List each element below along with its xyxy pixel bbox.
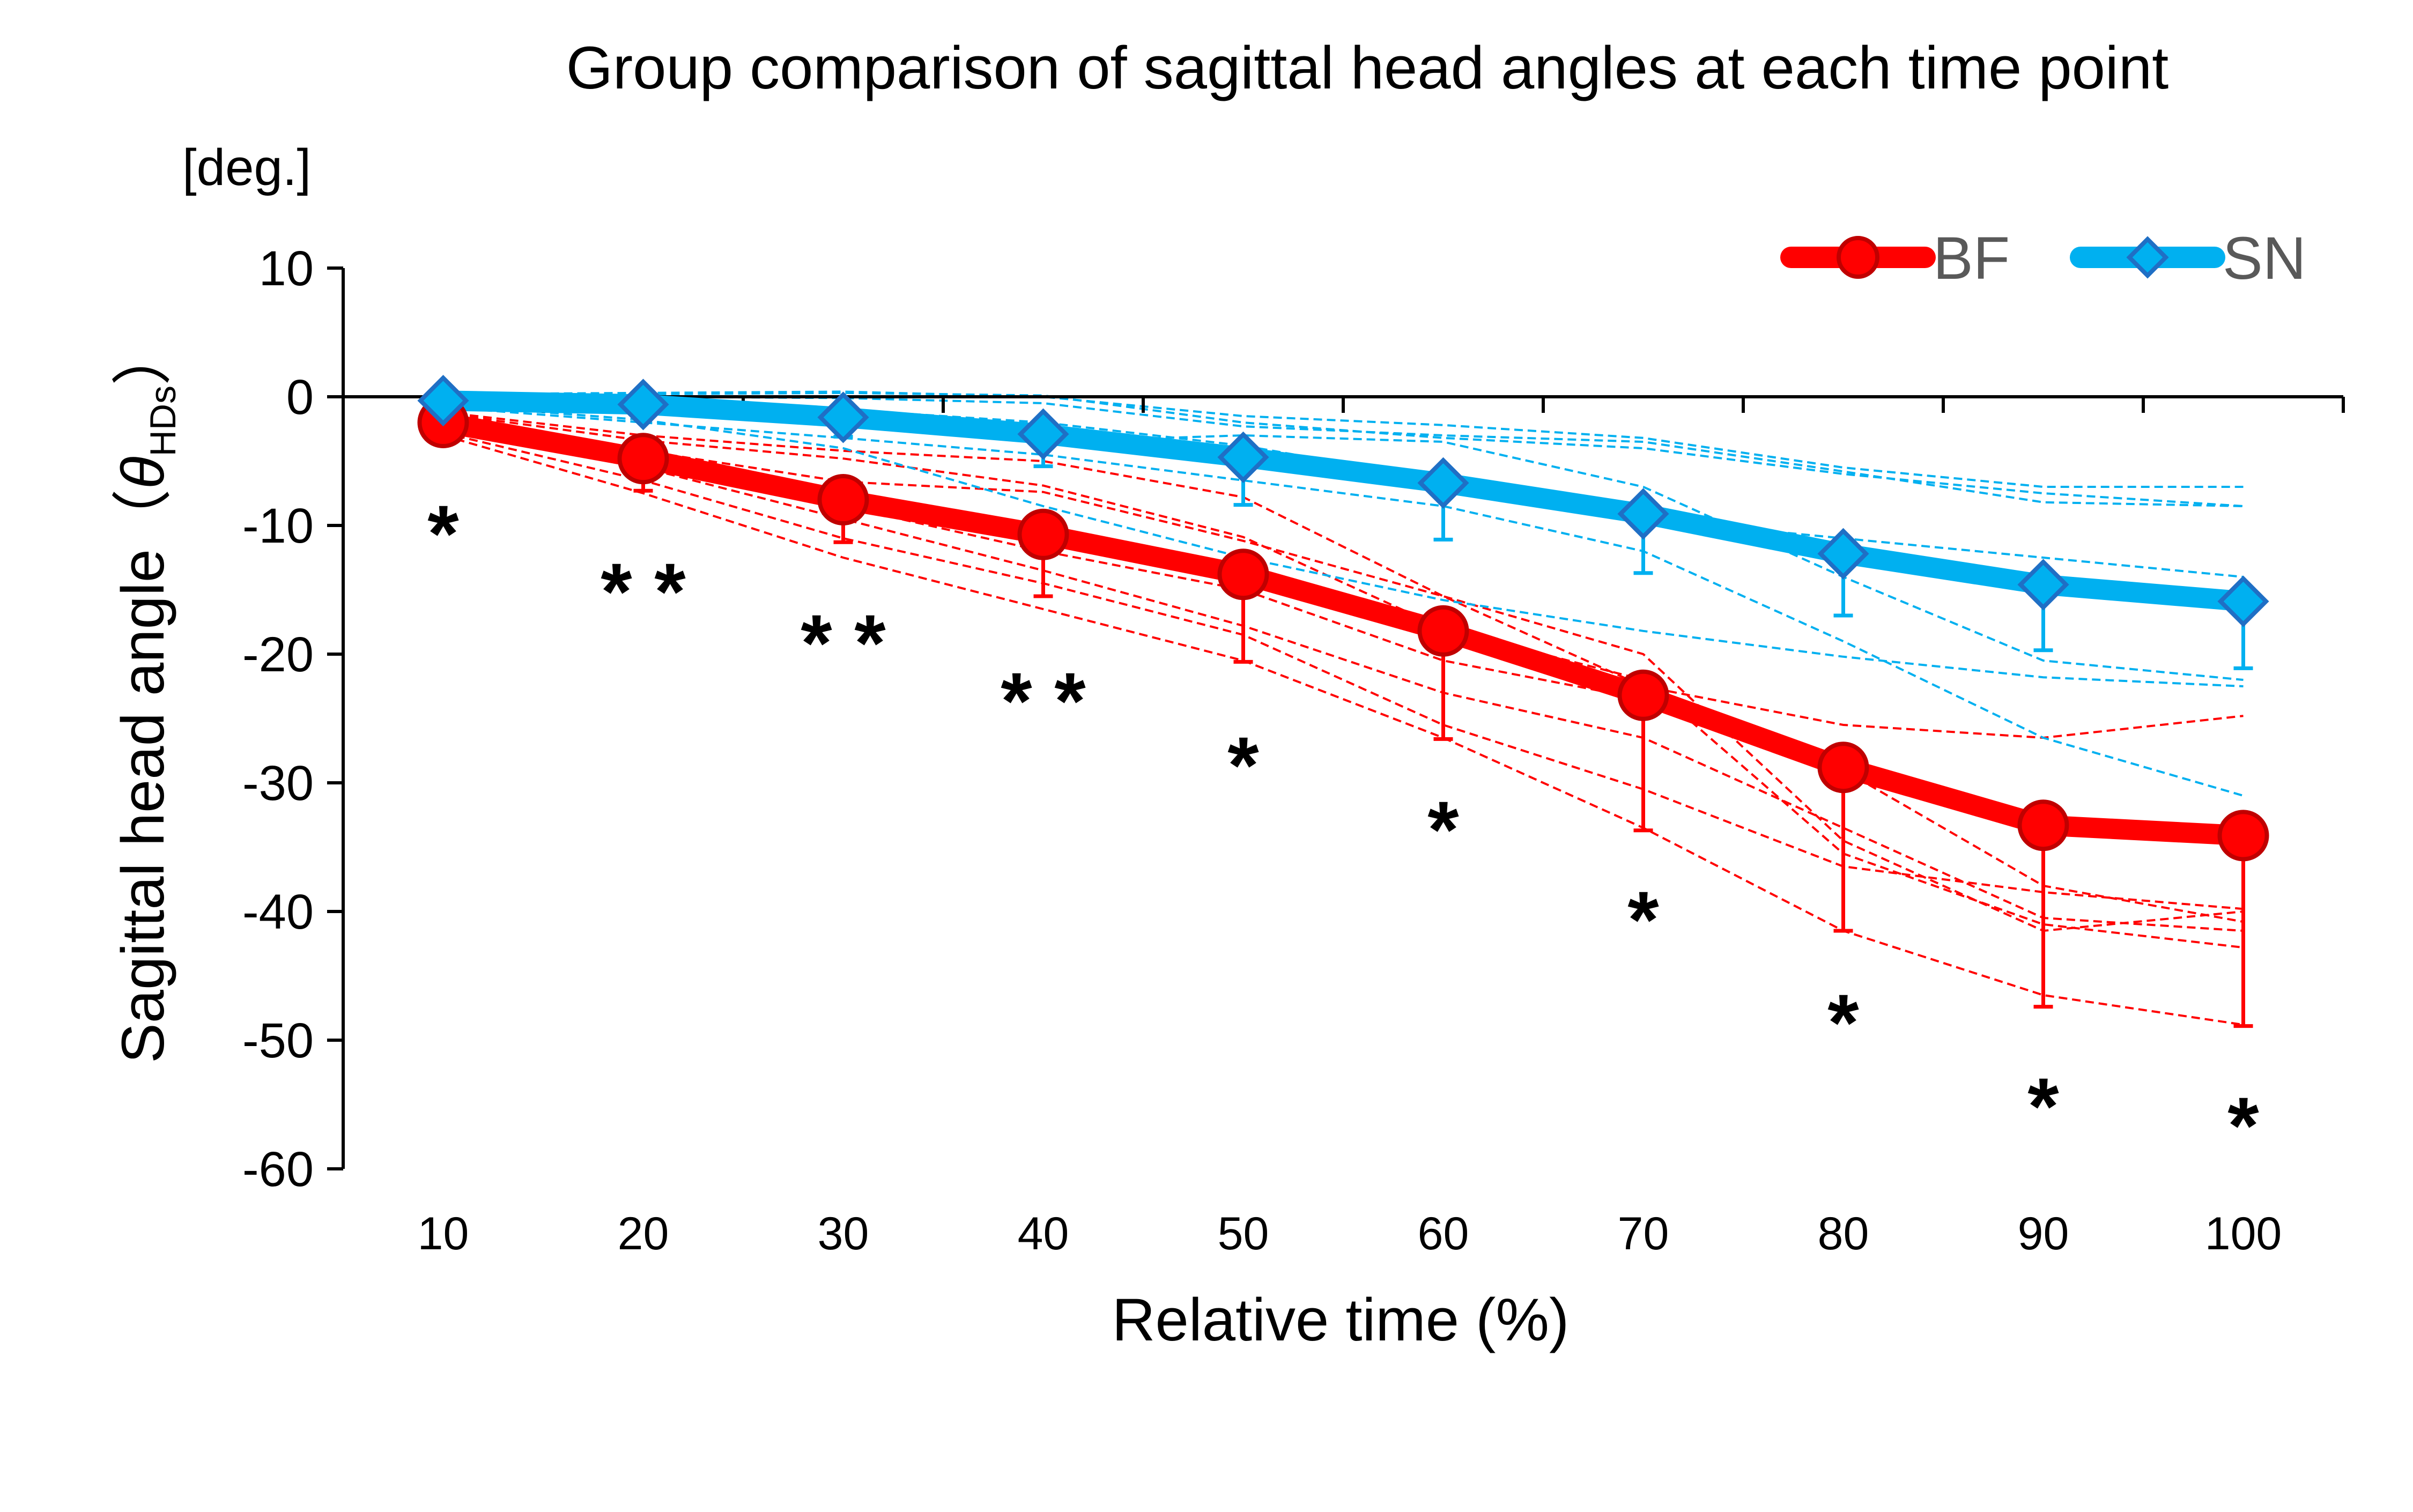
- legend: BF SN: [1780, 225, 2306, 292]
- data-point-sn: [2217, 575, 2269, 627]
- trial-line-sn: [443, 403, 2244, 687]
- legend-marker-bf: [1837, 236, 1879, 279]
- data-point-sn: [1817, 528, 1869, 580]
- significance-marker: *: [427, 488, 459, 579]
- data-point-bf: [617, 433, 669, 485]
- data-point-bf: [2217, 810, 2269, 862]
- data-point-sn: [1217, 431, 1269, 483]
- x-tick-label: 30: [818, 1208, 869, 1259]
- individual-trial-lines: [442, 390, 2244, 1026]
- x-tick-label: 50: [1218, 1208, 1269, 1259]
- y-tick-label: -20: [242, 627, 314, 682]
- y-tick-label: -10: [242, 499, 314, 553]
- y-axis-label: Sagittal head angle（θHDs）: [109, 325, 183, 1063]
- significance-marker: * *: [601, 546, 686, 636]
- trial-line-bf: [442, 434, 2244, 1026]
- y-tick-label: -60: [242, 1142, 314, 1197]
- x-axis-label: Relative time (%): [1112, 1286, 1570, 1353]
- data-point-sn: [2017, 559, 2069, 611]
- x-tick-label: 60: [1418, 1208, 1469, 1259]
- y-tick-label: -50: [242, 1013, 314, 1068]
- data-point-sn: [1417, 457, 1469, 509]
- trial-line-bf: [443, 411, 2244, 739]
- trial-line-bf: [443, 432, 2244, 910]
- y-axis-unit: [deg.]: [182, 139, 311, 196]
- data-point-sn: [817, 391, 869, 443]
- data-point-sn: [1017, 408, 1069, 460]
- x-tick-label: 10: [418, 1208, 469, 1259]
- y-axis-label-main: Sagittal head angle: [109, 549, 176, 1063]
- x-tick-label: 20: [618, 1208, 669, 1259]
- data-point-bf: [1217, 549, 1269, 601]
- x-tick-label: 90: [2018, 1208, 2069, 1259]
- mean-series: [417, 375, 2269, 1028]
- y-axis-label-open-paren: （: [109, 489, 176, 549]
- trial-line-bf: [443, 421, 2244, 932]
- y-tick-label: 10: [259, 241, 314, 296]
- significance-marker: * *: [1001, 656, 1086, 746]
- significance-marker: *: [1827, 977, 1859, 1068]
- data-point-sn: [1617, 488, 1669, 540]
- y-tick-label: 0: [286, 370, 314, 425]
- trial-line-bf: [443, 412, 2244, 949]
- significance-marker: *: [1227, 720, 1259, 810]
- trial-line-sn: [443, 406, 2244, 797]
- trial-line-bf: [443, 426, 2244, 932]
- legend-marker-sn: [2126, 236, 2169, 279]
- trial-line-sn: [443, 390, 2244, 488]
- legend-item-bf: BF: [1780, 225, 2010, 292]
- data-point-sn: [417, 375, 469, 427]
- y-axis-label-symbol: θ: [109, 456, 176, 489]
- data-point-bf: [2017, 799, 2069, 851]
- data-point-bf: [817, 474, 869, 525]
- y-axis-label-close-paren: ）: [109, 325, 176, 386]
- trial-line-sn: [443, 402, 2244, 681]
- significance-marker: *: [2227, 1080, 2259, 1170]
- legend-item-sn: SN: [2070, 225, 2306, 292]
- x-tick-label: 80: [1818, 1208, 1869, 1259]
- series-line-bf: [433, 412, 2254, 846]
- series-line-sn: [433, 390, 2254, 612]
- x-tick-label: 70: [1618, 1208, 1669, 1259]
- trial-line-bf: [443, 423, 2244, 923]
- data-point-bf: [1617, 669, 1669, 721]
- significance-marker: *: [1627, 874, 1659, 965]
- y-tick-label: -30: [242, 756, 314, 811]
- significance-markers: * * * * * * * * * * * * *: [427, 488, 2259, 1170]
- y-tick-label: -40: [242, 885, 314, 939]
- legend-label-sn: SN: [2223, 225, 2306, 292]
- x-tick-label: 40: [1018, 1208, 1069, 1259]
- data-point-sn: [617, 379, 669, 431]
- data-point-bf: [1817, 742, 1869, 794]
- data-point-bf: [1417, 605, 1469, 657]
- significance-marker: *: [1427, 784, 1459, 874]
- data-point-bf: [1017, 508, 1069, 560]
- legend-label-bf: BF: [1933, 225, 2010, 292]
- significance-marker: * *: [801, 598, 886, 688]
- x-tick-label: 100: [2205, 1208, 2282, 1259]
- significance-marker: *: [2027, 1061, 2059, 1151]
- y-axis-label-subscript: HDs: [143, 386, 183, 456]
- chart-title: Group comparison of sagittal head angles…: [566, 34, 2168, 101]
